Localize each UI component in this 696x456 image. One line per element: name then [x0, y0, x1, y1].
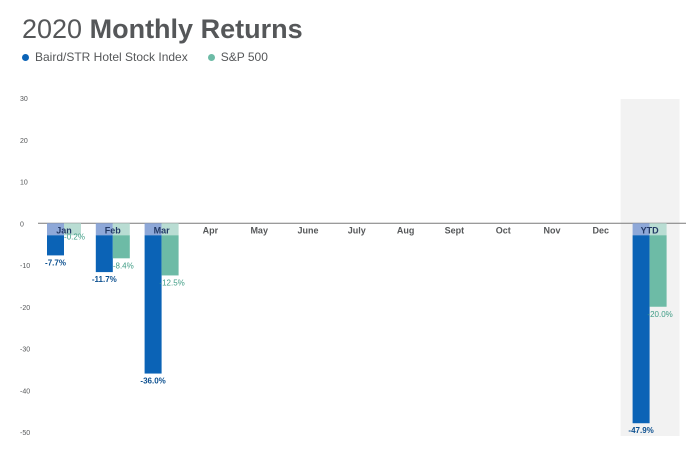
data-label-sp500: -12.5%	[159, 278, 184, 287]
y-tick-label: 10	[20, 180, 28, 187]
y-tick-label: -10	[20, 263, 30, 270]
legend-swatch-sp500	[207, 53, 215, 61]
category-label: June	[297, 225, 318, 235]
y-tick-label: 30	[20, 96, 28, 103]
title-year: 2020	[22, 14, 83, 44]
y-tick-label: -30	[20, 347, 30, 354]
category-band-hotel	[144, 223, 162, 236]
chart-title: 2020 Monthly Returns	[22, 14, 303, 45]
category-label: Apr	[203, 225, 219, 235]
legend-item-hotel-index: Baird/STR Hotel Stock Index	[22, 50, 188, 64]
category-label: July	[348, 225, 366, 235]
category-band-sp500	[649, 223, 667, 236]
y-tick-label: 20	[20, 138, 28, 145]
bar-sp500	[112, 235, 130, 259]
category-band-sp500	[64, 223, 81, 236]
category-label: Mar	[154, 225, 171, 235]
category-label: Aug	[397, 225, 415, 235]
legend-item-sp500: S&P 500	[207, 50, 268, 64]
title-text: Monthly Returns	[89, 14, 303, 44]
bar-hotel-index	[632, 235, 650, 424]
y-tick-label: -50	[20, 430, 30, 437]
category-label: Sept	[445, 225, 465, 235]
y-tick-label: 0	[20, 221, 24, 228]
category-label: May	[250, 225, 268, 235]
legend: Baird/STR Hotel Stock Index S&P 500	[22, 50, 268, 64]
data-label-hotel-index: -7.7%	[45, 258, 66, 267]
bar-hotel-index	[95, 235, 113, 273]
category-band-sp500	[112, 223, 130, 236]
category-label: YTD	[641, 225, 660, 235]
y-tick-label: -40	[20, 388, 30, 395]
category-label: Dec	[593, 225, 610, 235]
data-label-hotel-index: -36.0%	[140, 377, 165, 386]
data-label-sp500: -20.0%	[647, 310, 672, 319]
data-label-sp500: -8.4%	[113, 261, 134, 270]
category-label: Feb	[105, 225, 122, 235]
category-band-hotel	[632, 223, 650, 236]
legend-swatch-hotel-index	[22, 53, 29, 61]
category-band-hotel	[95, 223, 113, 236]
data-label-hotel-index: -47.9%	[628, 426, 653, 435]
category-label: Jan	[56, 225, 72, 235]
bar-sp500	[161, 235, 179, 276]
bar-hotel-index	[47, 235, 64, 256]
category-band-hotel	[47, 223, 64, 236]
data-label-hotel-index: -11.7%	[92, 275, 117, 284]
data-label-sp500: -0.2%	[64, 232, 85, 241]
bar-sp500	[649, 235, 667, 307]
legend-label-sp500: S&P 500	[220, 50, 268, 64]
category-label: Oct	[496, 225, 511, 235]
y-tick-label: -20	[20, 305, 30, 312]
legend-label-hotel-index: Baird/STR Hotel Stock Index	[35, 50, 188, 64]
bar-hotel-index	[144, 235, 162, 374]
category-band-sp500	[161, 223, 179, 236]
category-label: Nov	[543, 225, 560, 235]
